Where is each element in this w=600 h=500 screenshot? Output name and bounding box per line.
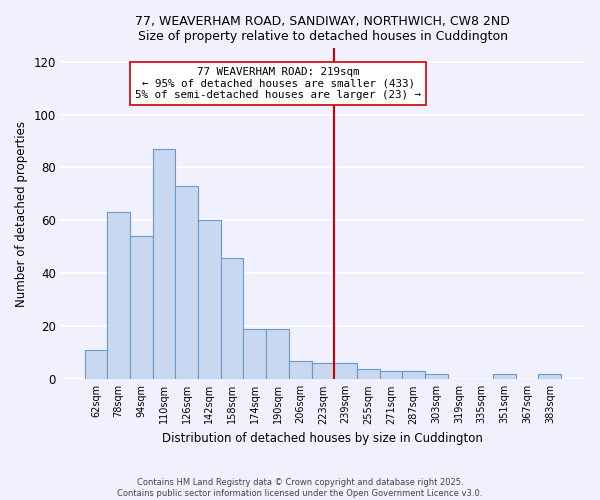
Text: Contains HM Land Registry data © Crown copyright and database right 2025.
Contai: Contains HM Land Registry data © Crown c… (118, 478, 482, 498)
Y-axis label: Number of detached properties: Number of detached properties (15, 121, 28, 307)
Bar (130, 236, 152, 380)
Bar (152, 149, 175, 380)
Bar (493, 374, 516, 380)
Bar (175, 186, 198, 380)
Bar (85, 350, 107, 380)
Bar (311, 364, 334, 380)
Bar (289, 361, 311, 380)
Bar (198, 220, 221, 380)
Bar (357, 368, 380, 380)
Bar (107, 212, 130, 380)
Bar (380, 372, 403, 380)
Bar (334, 364, 357, 380)
Bar (425, 374, 448, 380)
Bar (538, 374, 561, 380)
Bar (266, 329, 289, 380)
Bar (221, 258, 244, 380)
Bar (244, 329, 266, 380)
Title: 77, WEAVERHAM ROAD, SANDIWAY, NORTHWICH, CW8 2ND
Size of property relative to de: 77, WEAVERHAM ROAD, SANDIWAY, NORTHWICH,… (136, 15, 511, 43)
Text: 77 WEAVERHAM ROAD: 219sqm
← 95% of detached houses are smaller (433)
5% of semi-: 77 WEAVERHAM ROAD: 219sqm ← 95% of detac… (136, 66, 421, 100)
X-axis label: Distribution of detached houses by size in Cuddington: Distribution of detached houses by size … (163, 432, 484, 445)
Bar (403, 372, 425, 380)
